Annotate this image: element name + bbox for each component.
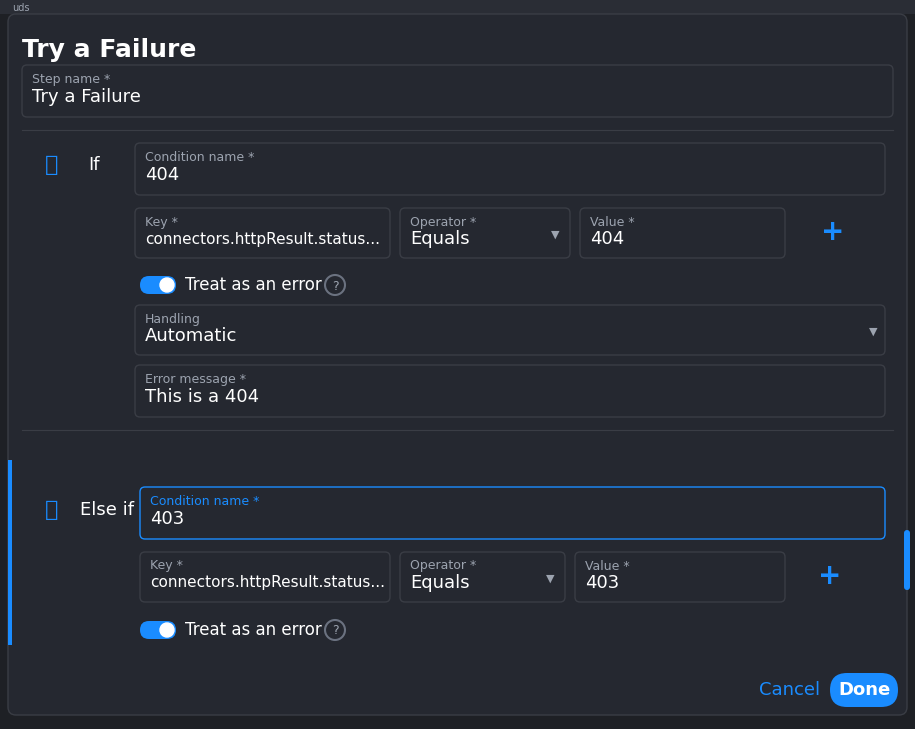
Text: Key *: Key * — [145, 216, 178, 228]
Text: Cancel: Cancel — [759, 681, 821, 699]
FancyBboxPatch shape — [575, 552, 785, 602]
FancyBboxPatch shape — [8, 14, 907, 715]
Text: Else if: Else if — [80, 501, 134, 519]
Text: Handling: Handling — [145, 313, 201, 326]
Text: Condition name *: Condition name * — [145, 150, 254, 163]
Text: ▼: ▼ — [868, 327, 877, 337]
Text: +: + — [822, 218, 845, 246]
Text: Treat as an error: Treat as an error — [185, 276, 322, 294]
Text: 404: 404 — [590, 230, 624, 248]
Text: Try a Failure: Try a Failure — [32, 88, 141, 106]
FancyBboxPatch shape — [904, 530, 910, 590]
Text: 404: 404 — [145, 166, 179, 184]
Text: If: If — [88, 156, 100, 174]
FancyBboxPatch shape — [830, 673, 898, 707]
Text: Treat as an error: Treat as an error — [185, 621, 322, 639]
Text: 403: 403 — [150, 510, 184, 528]
FancyBboxPatch shape — [135, 143, 885, 195]
FancyBboxPatch shape — [140, 621, 176, 639]
FancyBboxPatch shape — [140, 552, 390, 602]
Circle shape — [160, 278, 174, 292]
Text: connectors.httpResult.status...: connectors.httpResult.status... — [145, 232, 380, 246]
Text: Step name *: Step name * — [32, 72, 110, 85]
Text: 403: 403 — [585, 574, 619, 592]
FancyBboxPatch shape — [400, 552, 565, 602]
Text: Value *: Value * — [590, 216, 635, 228]
FancyBboxPatch shape — [135, 365, 885, 417]
FancyBboxPatch shape — [400, 208, 570, 258]
Text: 🗑: 🗑 — [46, 155, 59, 175]
FancyBboxPatch shape — [0, 0, 915, 14]
FancyBboxPatch shape — [135, 208, 390, 258]
Text: Error message *: Error message * — [145, 373, 246, 386]
FancyBboxPatch shape — [580, 208, 785, 258]
Text: Operator *: Operator * — [410, 216, 476, 228]
FancyBboxPatch shape — [140, 487, 885, 539]
Circle shape — [160, 623, 174, 637]
FancyBboxPatch shape — [135, 305, 885, 355]
Text: ▼: ▼ — [551, 230, 559, 240]
Text: ?: ? — [331, 625, 339, 637]
Text: Equals: Equals — [410, 230, 469, 248]
Text: Automatic: Automatic — [145, 327, 237, 345]
Text: Equals: Equals — [410, 574, 469, 592]
Text: 🗑: 🗑 — [46, 500, 59, 520]
FancyBboxPatch shape — [8, 460, 12, 645]
Text: ?: ? — [331, 279, 339, 292]
Text: Value *: Value * — [585, 559, 630, 572]
Text: Operator *: Operator * — [410, 559, 476, 572]
FancyBboxPatch shape — [140, 276, 176, 294]
Text: uds: uds — [12, 3, 29, 13]
Text: Condition name *: Condition name * — [150, 494, 259, 507]
Text: connectors.httpResult.status...: connectors.httpResult.status... — [150, 575, 385, 590]
Text: ▼: ▼ — [545, 574, 554, 584]
Text: Done: Done — [838, 681, 890, 699]
Text: This is a 404: This is a 404 — [145, 388, 259, 406]
Text: Key *: Key * — [150, 559, 183, 572]
Text: +: + — [818, 562, 842, 590]
Text: Try a Failure: Try a Failure — [22, 38, 197, 62]
FancyBboxPatch shape — [22, 65, 893, 117]
